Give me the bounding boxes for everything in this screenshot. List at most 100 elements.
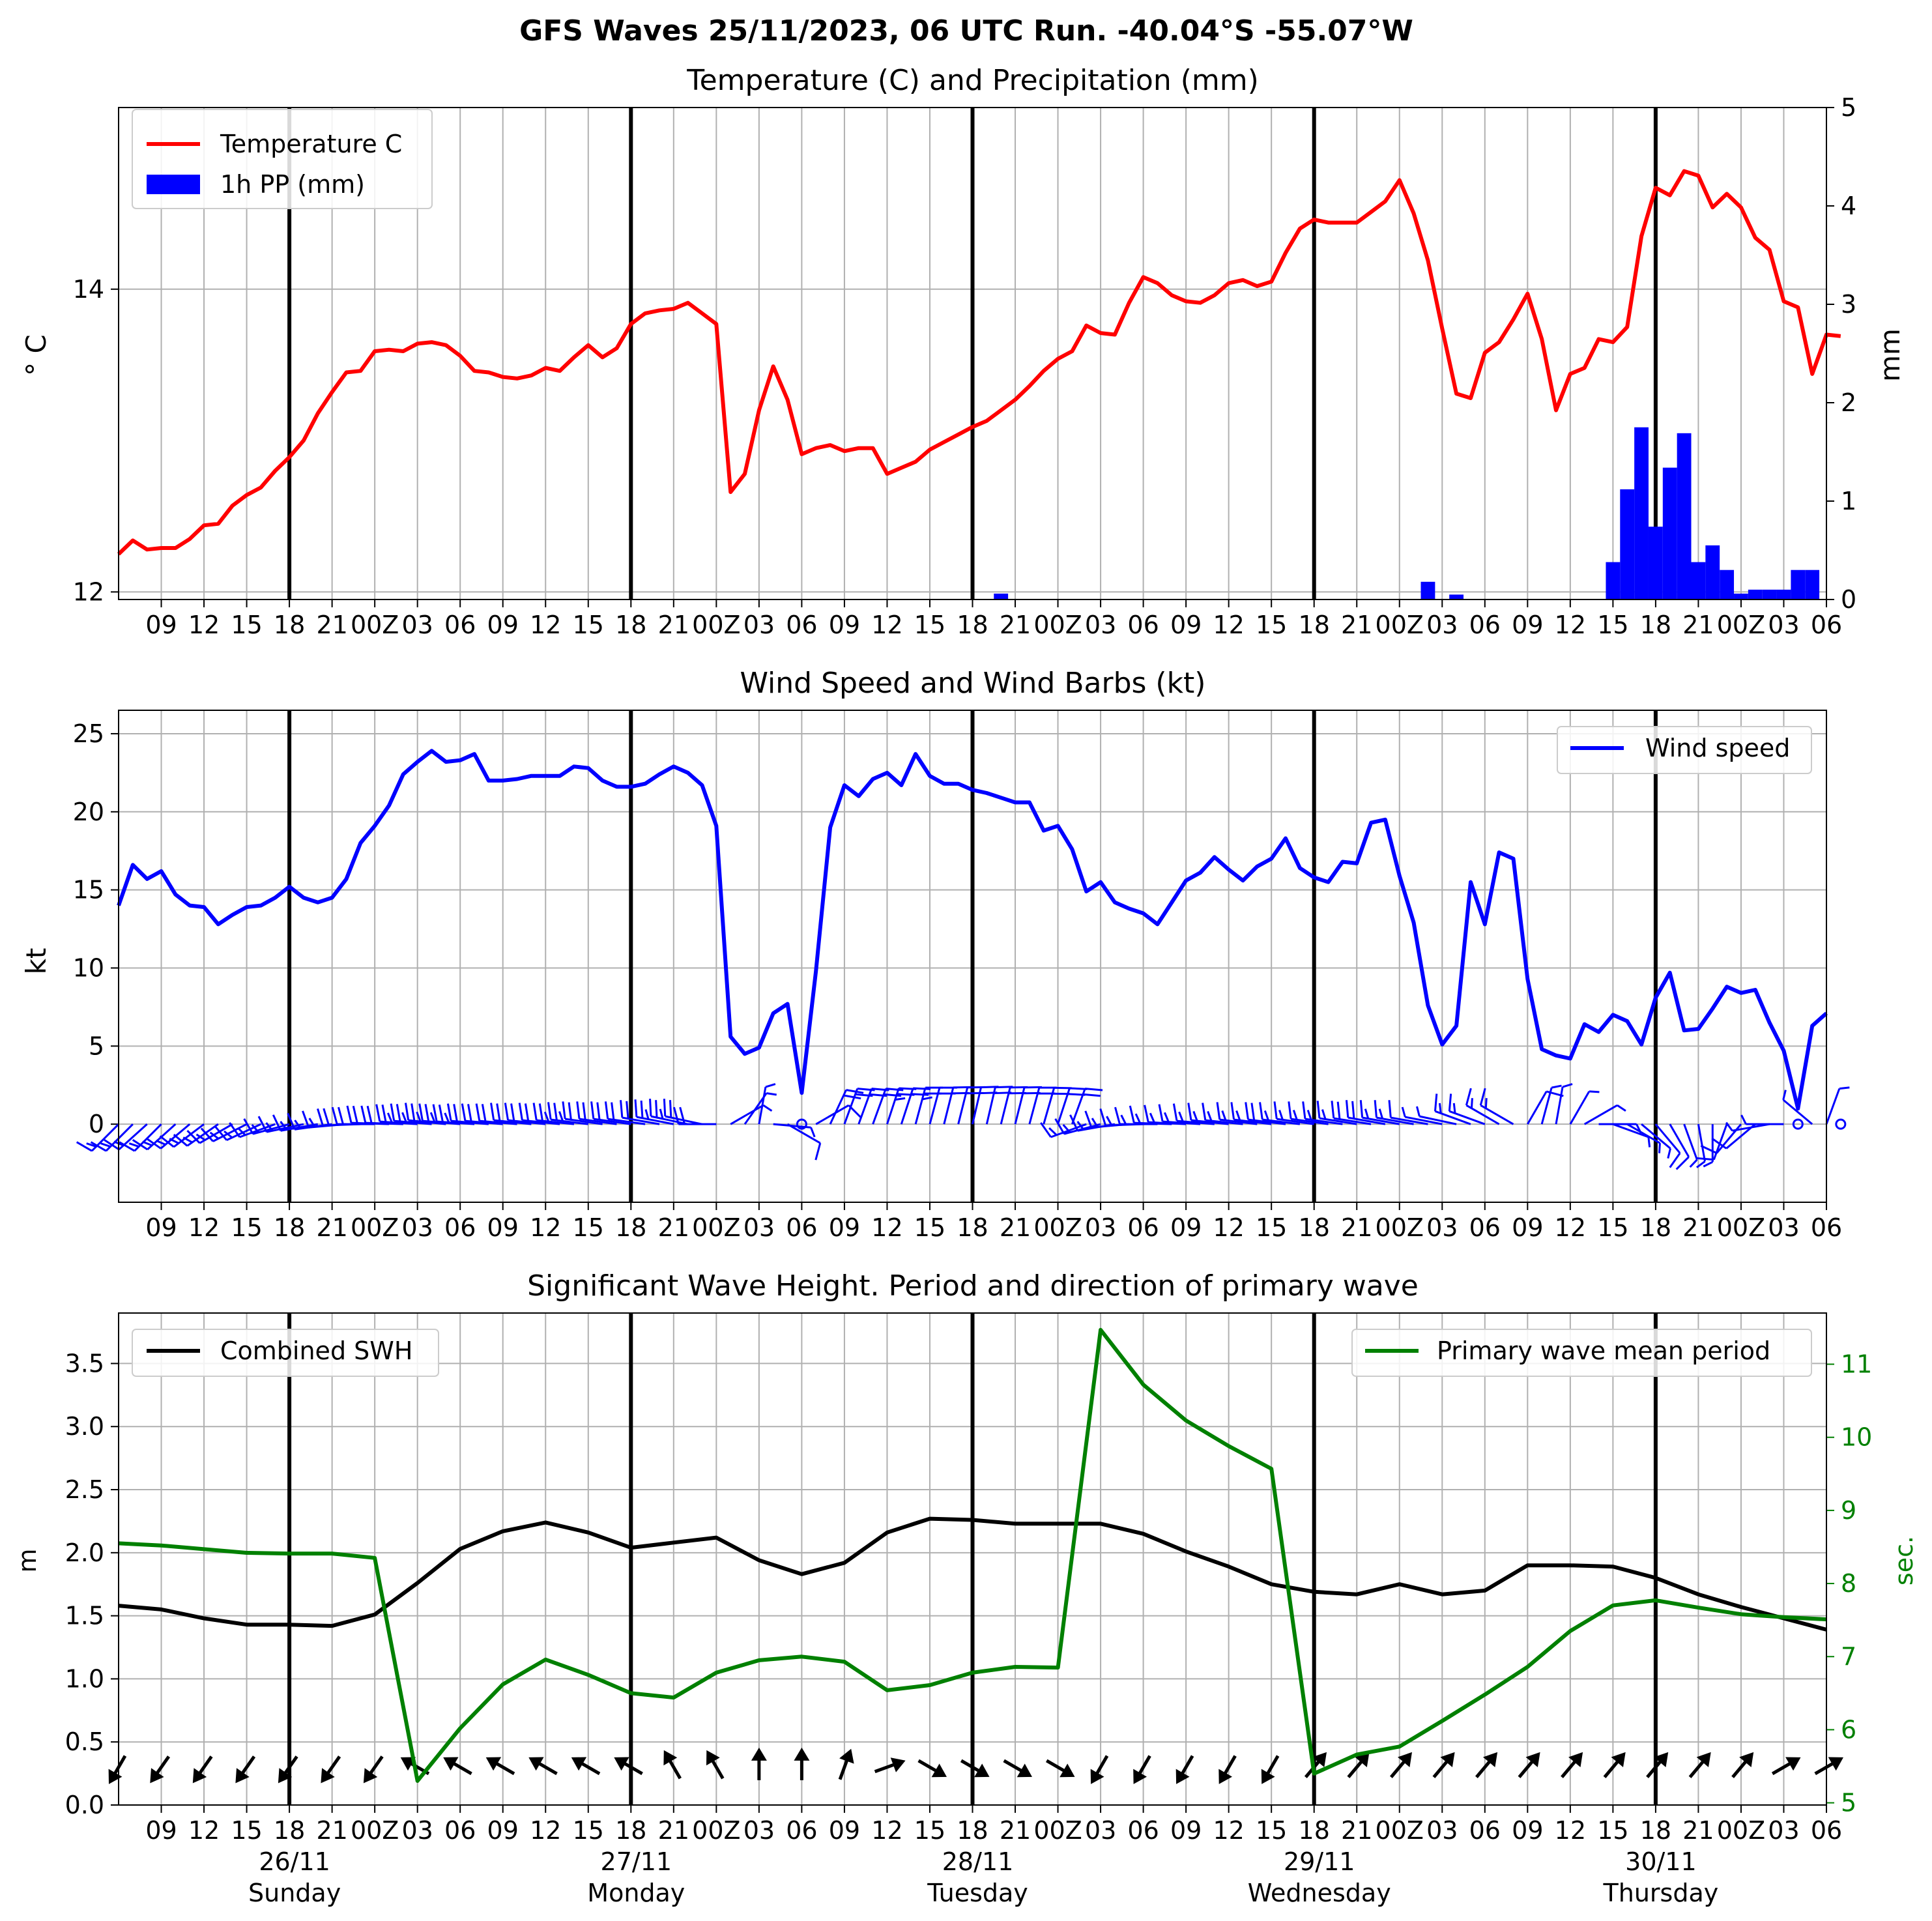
swh-line [118, 1516, 1827, 1632]
x-tick-label: 00Z [1717, 1213, 1765, 1242]
wind-barb-feather [237, 1127, 246, 1136]
wind-barb-feather [1388, 1100, 1392, 1118]
wind-barb-shaft [1348, 1116, 1386, 1125]
wind-barb-feather [1321, 1109, 1327, 1119]
wind-barb-feather [1675, 1156, 1690, 1170]
x-tick-label: 06 [786, 611, 817, 639]
wind-barb-feather [762, 1104, 773, 1112]
x-tick-label: 21 [1341, 1213, 1372, 1242]
x-tick-label: 18 [1640, 611, 1671, 639]
wind-barb-shaft [199, 1123, 233, 1144]
wind-barb-feather [766, 1092, 777, 1096]
day-date-label: 28/11 [942, 1847, 1014, 1876]
wind-barb-feather [620, 1100, 624, 1118]
wind-barb-feather [1703, 1161, 1713, 1168]
x-tick-label: 09 [145, 1213, 177, 1242]
x-tick-label: 03 [401, 1816, 433, 1845]
wind-barb-feather [1048, 1127, 1058, 1136]
wind-barb-feather [1085, 1088, 1103, 1091]
wind-barb-feather [265, 1122, 274, 1132]
wind-barb-feather [229, 1122, 240, 1138]
x-tick-label: 18 [1640, 1816, 1671, 1845]
wind-barb-feather [1263, 1110, 1269, 1121]
x-tick-label: 15 [1256, 611, 1287, 639]
x-tick-label: 21 [316, 611, 347, 639]
wind-barb-feather [611, 1102, 615, 1120]
wind-barb-feather [1245, 1102, 1249, 1120]
x-tick-label: 12 [1555, 1816, 1586, 1845]
x-tick-label: 06 [1469, 1213, 1501, 1242]
x-tick-label: 00Z [692, 1816, 740, 1845]
wind-barb-feather [1658, 1143, 1661, 1153]
wind-barb-shaft [1569, 1091, 1591, 1125]
y2-tick-label: 1 [1841, 487, 1856, 515]
x-tick-label: 06 [786, 1816, 817, 1845]
y2-tick-label: 0 [1841, 585, 1856, 614]
wind-barb-shaft [1028, 1087, 1041, 1125]
y-tick-label: 0 [89, 1110, 104, 1138]
wind-barb-feather [1164, 1112, 1170, 1123]
x-tick-label: 18 [957, 1213, 988, 1242]
precip-bar [994, 593, 1009, 599]
wind-barb-shaft [1540, 1087, 1553, 1125]
wind-barb-shaft [1449, 1110, 1486, 1125]
wind-barb-feather [1345, 1100, 1349, 1118]
x-tick-label: 06 [1127, 611, 1159, 639]
wind-barb-shaft [607, 1118, 646, 1125]
wind-barb-feather [1669, 1152, 1681, 1168]
y-tick-label: 0.0 [65, 1791, 104, 1819]
wind-barb-feather [913, 1087, 931, 1090]
x-tick-label: 09 [829, 1213, 860, 1242]
y2-tick-label: 5 [1841, 93, 1856, 122]
wind-barb-feather [128, 1142, 139, 1148]
wind-barb-feather [1700, 1144, 1718, 1154]
x-tick-label: 15 [231, 1213, 262, 1242]
wind-barb-shaft [730, 1104, 764, 1125]
wind-legend: Wind speed [1557, 726, 1812, 774]
wave-direction-arrowhead [614, 1757, 629, 1771]
x-tick-label: 00Z [351, 1816, 399, 1845]
x-tick-label: 00Z [1717, 1816, 1765, 1845]
wave-direction-arrowhead [1090, 1769, 1104, 1784]
x-tick-label: 15 [231, 611, 262, 639]
wind-barb-shaft [1434, 1110, 1471, 1125]
wave-direction-arrowhead [1175, 1769, 1190, 1784]
wind-y-axis-label: kt [20, 948, 52, 975]
wave-direction-arrowhead [443, 1757, 459, 1771]
x-tick-label: 09 [1512, 611, 1543, 639]
wind-barb-feather [553, 1103, 558, 1121]
x-tick-label: 00Z [692, 611, 740, 639]
x-tick-label: 03 [401, 1213, 433, 1242]
wave-direction-arrowhead [794, 1747, 810, 1761]
x-tick-label: 06 [786, 1213, 817, 1242]
wind-barb-shaft [212, 1123, 248, 1142]
x-tick-label: 21 [1341, 1816, 1372, 1845]
wave-direction-arrowhead [1060, 1763, 1075, 1778]
wind-barb-feather [640, 1100, 644, 1118]
x-tick-label: 15 [573, 611, 604, 639]
x-tick-label: 15 [1597, 1816, 1628, 1845]
x-tick-label: 06 [1811, 1213, 1842, 1242]
wind-barb-shaft [1262, 1118, 1301, 1125]
x-tick-label: 18 [1299, 611, 1330, 639]
wave-direction-arrowhead [363, 1768, 378, 1784]
wind-barb-shaft [1612, 1123, 1649, 1138]
wind-barb-feather [467, 1104, 472, 1122]
period-legend-label: Primary wave mean period [1437, 1336, 1770, 1365]
wind-barb-feather [1259, 1102, 1263, 1120]
wind-barb-feather [1359, 1100, 1364, 1118]
y-tick-label: 3.0 [65, 1412, 104, 1441]
x-tick-label: 12 [1213, 1816, 1244, 1845]
wind-barb-shaft [1626, 1123, 1661, 1144]
x-tick-label: 15 [573, 1213, 604, 1242]
wind-barb-feather [132, 1139, 149, 1151]
y-tick-label: 2.5 [65, 1475, 104, 1504]
x-tick-label: 06 [1811, 611, 1842, 639]
wind-barb-feather [679, 1106, 686, 1125]
wind-barb-feather [1106, 1116, 1113, 1126]
wind-barb-feather [346, 1105, 353, 1123]
x-tick-label: 03 [1426, 1816, 1458, 1845]
x-tick-label: 06 [444, 1816, 476, 1845]
wave-direction-arrowhead [931, 1763, 947, 1778]
x-tick-label: 00Z [1033, 1816, 1082, 1845]
